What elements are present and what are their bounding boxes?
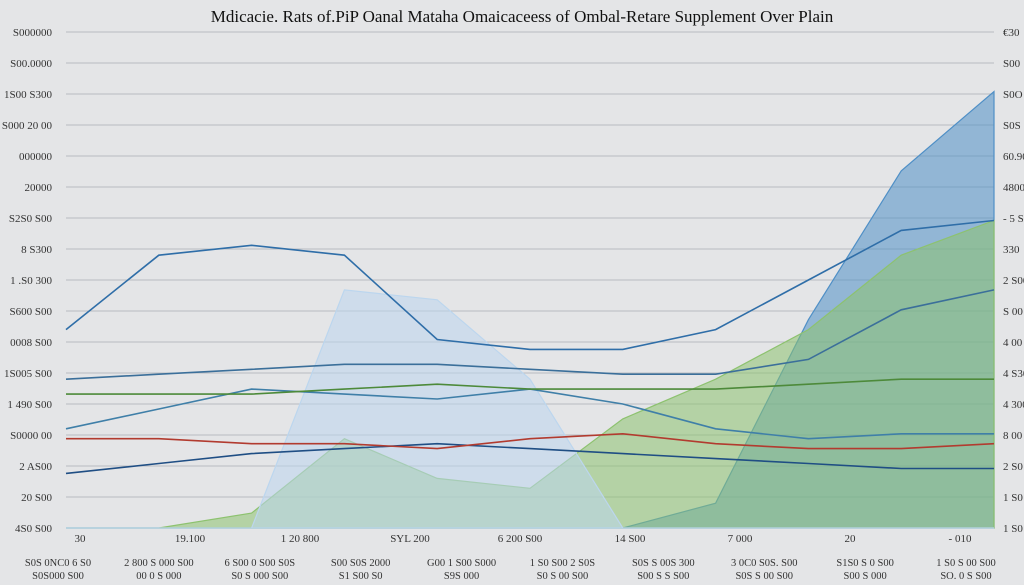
line-series-7 bbox=[65, 289, 995, 380]
legend: S0S 0NC0 6 S0 S0S000 S00 2 800 S 000 S00 00… bbox=[25, 558, 996, 582]
left-tick-label: S0000 00 bbox=[10, 430, 52, 442]
left-tick-label: S2S0 S00 bbox=[9, 213, 53, 225]
x-tick-label: - 010 bbox=[949, 533, 972, 545]
legend-sublabel: S0S000 S00 bbox=[32, 571, 84, 582]
left-tick-label: 20000 bbox=[25, 182, 53, 194]
left-tick-label: 1 .S0 300 bbox=[10, 275, 52, 287]
x-tick-label: 19.100 bbox=[175, 533, 206, 545]
right-tick-label: 4 S30 bbox=[1003, 368, 1024, 380]
left-tick-label: 1S00 S300 bbox=[4, 89, 52, 101]
right-tick-label: 2 S00 bbox=[1003, 275, 1024, 287]
right-tick-label: S 00 bbox=[1003, 306, 1023, 318]
right-tick-label: S0S S0 bbox=[1003, 120, 1024, 132]
legend-label: 2 800 S 000 S00 bbox=[124, 558, 193, 569]
legend-sublabel: S0 S 00 S00 bbox=[537, 571, 589, 582]
x-tick-label: 7 000 bbox=[728, 533, 753, 545]
line-series-8 bbox=[65, 219, 995, 351]
left-tick-label: 0008 S00 bbox=[10, 337, 52, 349]
right-tick-label: 4 00 bbox=[1003, 337, 1023, 349]
left-tick-label: 2 AS00 bbox=[19, 461, 52, 473]
left-tick-label: S000000 bbox=[13, 27, 53, 39]
chart-title: Mdicacie. Rats of.PiP Oanal Mataha Omaic… bbox=[211, 7, 834, 26]
left-tick-label: S000 20 00 bbox=[2, 120, 53, 132]
left-tick-label: 20 S00 bbox=[21, 492, 52, 504]
legend-sublabel: S1 S00 S0 bbox=[339, 571, 383, 582]
line-series-4 bbox=[66, 432, 995, 450]
x-tick-label: 30 bbox=[75, 533, 87, 545]
legend-label: G00 1 S00 S000 bbox=[427, 558, 496, 569]
legend-label: 1 S0 S 00 S00 bbox=[936, 558, 996, 569]
right-tick-label: - 5 S00 bbox=[1003, 213, 1024, 225]
legend-sublabel: SO. 0 S S00 bbox=[940, 571, 991, 582]
legend-sublabel: S00 S S S00 bbox=[637, 571, 689, 582]
right-tick-label: 8 00 bbox=[1003, 430, 1023, 442]
line-series-6 bbox=[66, 378, 994, 395]
x-tick-label: 20 bbox=[845, 533, 857, 545]
left-y-axis: S000000 S00.0000 1S00 S300 S000 20 00 000000… bbox=[2, 27, 53, 535]
right-tick-label: 60.90 bbox=[1003, 151, 1024, 163]
legend-label: S0S S 00S 300 bbox=[632, 558, 695, 569]
x-tick-label: SYL 200 bbox=[390, 533, 430, 545]
legend-label: 6 S00 0 S00 S0S bbox=[224, 558, 295, 569]
right-tick-label: 330 bbox=[1003, 244, 1020, 256]
legend-label: 3 0C0 S0S. S00 bbox=[731, 558, 798, 569]
right-tick-label: 1 S0 bbox=[1003, 523, 1023, 535]
right-tick-label: 4 300 bbox=[1003, 399, 1024, 411]
legend-sublabel: S0S S 00 S00 bbox=[735, 571, 792, 582]
x-tick-label: 1 20 800 bbox=[281, 533, 320, 545]
right-tick-label: S0O bbox=[1003, 89, 1023, 101]
x-axis: 30 19.100 1 20 800 SYL 200 6 200 S00 14 S00 7 … bbox=[75, 533, 972, 545]
right-y-axis: €30 S00 S0O S0S S0 60.90 4800 - 5 S00 330 2 S00 S… bbox=[1003, 27, 1024, 535]
line-series-3 bbox=[65, 442, 994, 475]
left-tick-label: S600 S00 bbox=[10, 306, 53, 318]
legend-sublabel: S9S 000 bbox=[444, 571, 479, 582]
right-tick-label: 1 S0 bbox=[1003, 492, 1023, 504]
legend-label: S0S 0NC0 6 S0 bbox=[25, 558, 91, 569]
x-tick-label: 14 S00 bbox=[615, 533, 646, 545]
legend-sublabel: S0 S 000 S00 bbox=[231, 571, 288, 582]
area-series-group bbox=[66, 90, 995, 529]
line-series-group bbox=[65, 219, 995, 475]
right-tick-label: S00 bbox=[1003, 58, 1021, 70]
right-tick-label: 2 S0 bbox=[1003, 461, 1023, 473]
right-tick-label: 4800 bbox=[1003, 182, 1024, 194]
left-tick-label: 4S0 S00 bbox=[15, 523, 52, 535]
left-tick-label: 1S005 S00 bbox=[4, 368, 52, 380]
x-tick-label: 6 200 S00 bbox=[498, 533, 543, 545]
left-tick-label: S00.0000 bbox=[10, 58, 52, 70]
legend-sublabel: S00 S 000 bbox=[844, 571, 887, 582]
left-tick-label: 000000 bbox=[19, 151, 53, 163]
left-tick-label: 8 S300 bbox=[21, 244, 52, 256]
legend-sublabel: 00 0 S 000 bbox=[136, 571, 181, 582]
legend-label: 1 S0 S00 2 S0S bbox=[530, 558, 596, 569]
legend-label: S1S0 S 0 S00 bbox=[836, 558, 893, 569]
right-tick-label: €30 bbox=[1003, 27, 1020, 39]
legend-label: S00 S0S 2000 bbox=[331, 558, 391, 569]
left-tick-label: 1 490 S00 bbox=[7, 399, 52, 411]
area-series-2 bbox=[66, 289, 994, 529]
